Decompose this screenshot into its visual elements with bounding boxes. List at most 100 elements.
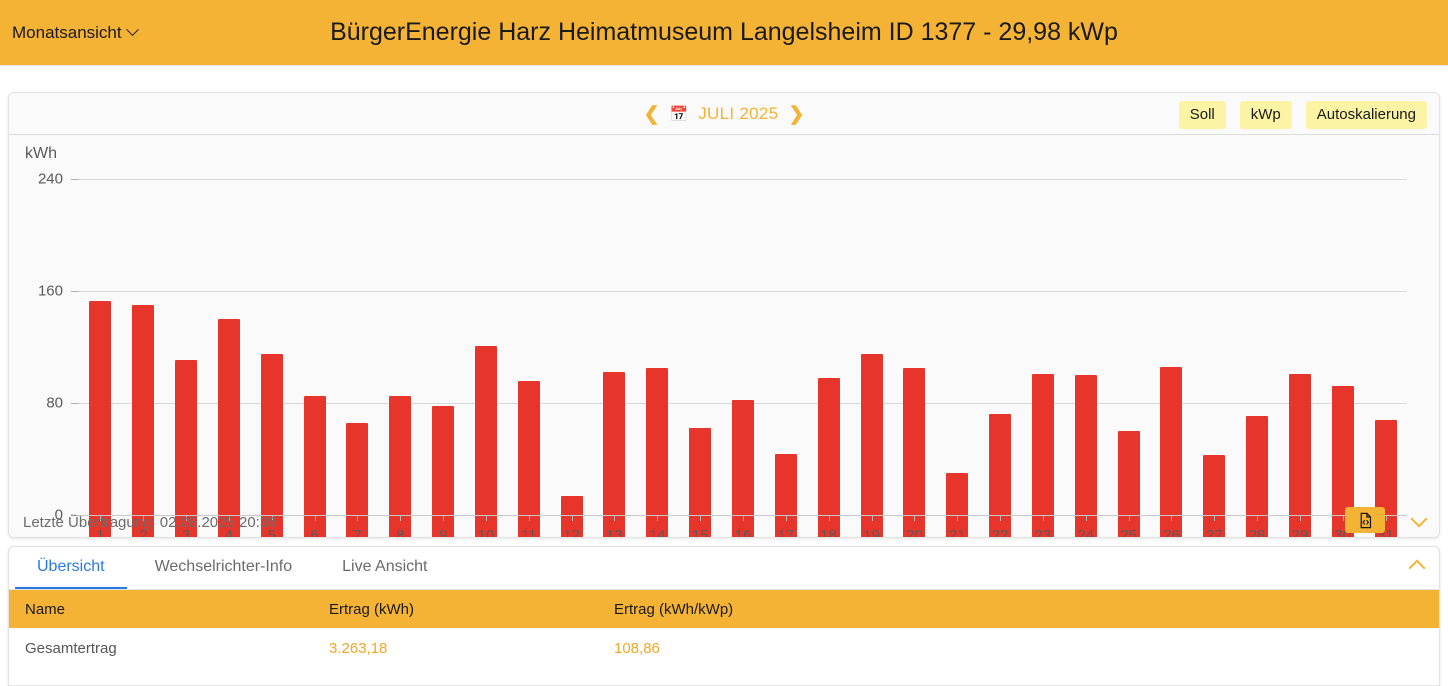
bar-column[interactable] [936, 159, 979, 537]
bar-column[interactable] [79, 159, 122, 537]
bar-column[interactable] [1064, 159, 1107, 537]
cell-ertrag-kwh-kwp: 108,86 [614, 639, 660, 657]
bar[interactable] [346, 422, 369, 537]
chart-plot-area[interactable]: kWh 0 80 160 240 1 2 3 4 5 6 7 8 9 10 11 12 13 14 15 16 17 1… [9, 135, 1439, 538]
bar[interactable] [989, 414, 1012, 537]
bar-column[interactable] [1021, 159, 1064, 537]
bar-column[interactable] [807, 159, 850, 537]
chart-collapse-toggle[interactable] [1410, 510, 1428, 530]
bar[interactable] [689, 428, 712, 537]
bar-column[interactable] [293, 159, 336, 537]
bar[interactable] [303, 396, 326, 537]
x-tick-mark [1042, 515, 1044, 521]
bar[interactable] [1331, 386, 1354, 537]
bar-column[interactable] [1278, 159, 1321, 537]
bar-column[interactable] [679, 159, 722, 537]
chart-card: ❮ 📅 JULI 2025 ❯ Soll kWp Autoskalierung … [8, 92, 1440, 538]
bar[interactable] [731, 400, 754, 537]
bar-column[interactable] [379, 159, 422, 537]
bar-column[interactable] [465, 159, 508, 537]
bar-column[interactable] [250, 159, 293, 537]
bar-column[interactable] [122, 159, 165, 537]
bar-column[interactable] [165, 159, 208, 537]
x-tick-label: 29 [1291, 527, 1309, 538]
bar[interactable] [603, 372, 626, 537]
bar[interactable] [432, 406, 455, 537]
bar-column[interactable] [636, 159, 679, 537]
bar[interactable] [1288, 373, 1311, 537]
bar[interactable] [774, 453, 797, 537]
x-axis-line [79, 515, 1407, 516]
x-tick-label: 6 [310, 527, 319, 538]
bar[interactable] [560, 495, 583, 537]
x-tick-label: 3 [181, 527, 191, 538]
bar[interactable] [1203, 455, 1226, 537]
soll-button[interactable]: Soll [1178, 101, 1226, 129]
x-tick-mark [357, 515, 359, 521]
chevron-left-icon[interactable]: ❮ [643, 103, 660, 125]
export-report-button[interactable] [1345, 507, 1385, 533]
x-tick-label: 2 [139, 527, 148, 538]
x-tick-mark [528, 515, 530, 521]
bar[interactable] [132, 305, 155, 537]
bar-column[interactable] [1150, 159, 1193, 537]
bar[interactable] [217, 319, 240, 537]
x-tick-mark [1128, 515, 1130, 521]
view-selector-dropdown[interactable]: Monatsansicht [12, 23, 139, 43]
x-tick-label: 14 [648, 527, 666, 538]
bar-column[interactable] [336, 159, 379, 537]
bar-column[interactable] [764, 159, 807, 537]
app-header: Monatsansicht BürgerEnergie Harz Heimatm… [0, 0, 1448, 66]
bar-series [79, 135, 1407, 537]
x-tick-mark [1171, 515, 1173, 521]
x-tick-mark [443, 515, 445, 521]
bar-column[interactable] [1321, 159, 1364, 537]
bar-column[interactable] [208, 159, 251, 537]
bar[interactable] [389, 396, 412, 537]
x-tick-mark [828, 515, 830, 521]
bar[interactable] [175, 359, 198, 537]
bar-column[interactable] [1107, 159, 1150, 537]
date-label[interactable]: JULI 2025 [698, 104, 779, 123]
details-panel: Übersicht Wechselrichter-Info Live Ansicht… [8, 546, 1440, 686]
bar[interactable] [817, 378, 840, 537]
bar[interactable] [517, 380, 540, 537]
x-tick-label: 5 [267, 527, 276, 538]
x-tick-label: 16 [734, 527, 752, 538]
y-tick-mark [71, 291, 79, 292]
bar[interactable] [1160, 366, 1183, 537]
bar-column[interactable] [893, 159, 936, 537]
tab-live-ansicht[interactable]: Live Ansicht [342, 558, 428, 575]
y-tick-mark [71, 179, 79, 180]
chevron-right-icon[interactable]: ❯ [788, 103, 805, 125]
bar-column[interactable] [722, 159, 765, 537]
details-collapse-toggle[interactable] [1408, 559, 1426, 579]
autoscale-button[interactable]: Autoskalierung [1305, 101, 1427, 129]
bar[interactable] [646, 368, 669, 537]
bar-column[interactable] [1364, 159, 1407, 537]
bar-column[interactable] [850, 159, 893, 537]
bar-column[interactable] [979, 159, 1022, 537]
bar-column[interactable] [550, 159, 593, 537]
bar[interactable] [1246, 415, 1269, 537]
bar[interactable] [1117, 431, 1140, 537]
x-tick-label: 30 [1334, 527, 1352, 538]
kwp-button[interactable]: kWp [1239, 101, 1292, 129]
bar[interactable] [260, 354, 283, 537]
bar-column[interactable] [507, 159, 550, 537]
bar-column[interactable] [422, 159, 465, 537]
bar[interactable] [903, 368, 926, 537]
bar[interactable] [89, 301, 112, 537]
bar-column[interactable] [1236, 159, 1279, 537]
tab-wechselrichter-info[interactable]: Wechselrichter-Info [154, 558, 293, 575]
bar[interactable] [946, 473, 969, 537]
bar-column[interactable] [593, 159, 636, 537]
x-tick-label: 9 [438, 527, 448, 538]
bar[interactable] [860, 354, 883, 537]
bar[interactable] [1031, 373, 1054, 537]
x-tick-mark [314, 515, 316, 521]
tab--bersicht[interactable]: Übersicht [15, 547, 127, 589]
bar-column[interactable] [1193, 159, 1236, 537]
bar[interactable] [1074, 375, 1097, 537]
bar[interactable] [474, 345, 497, 537]
